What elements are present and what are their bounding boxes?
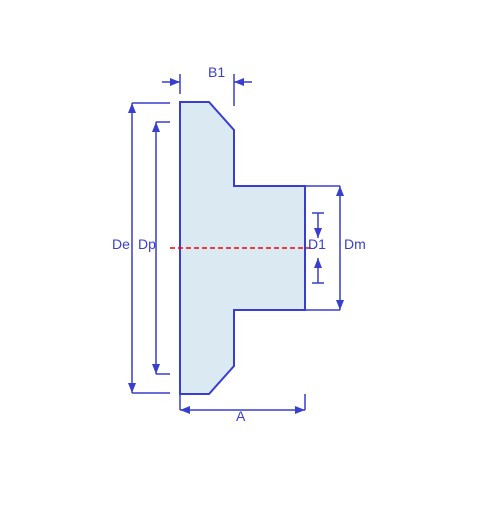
label-dp: Dp	[138, 236, 156, 252]
label-b1: B1	[208, 64, 225, 80]
label-dm: Dm	[344, 236, 366, 252]
diagram-canvas: B1 De Dp D1 Dm A	[0, 0, 500, 500]
label-de: De	[112, 236, 130, 252]
label-a: A	[236, 408, 245, 424]
label-d1: D1	[308, 236, 326, 252]
diagram-svg	[0, 0, 500, 500]
